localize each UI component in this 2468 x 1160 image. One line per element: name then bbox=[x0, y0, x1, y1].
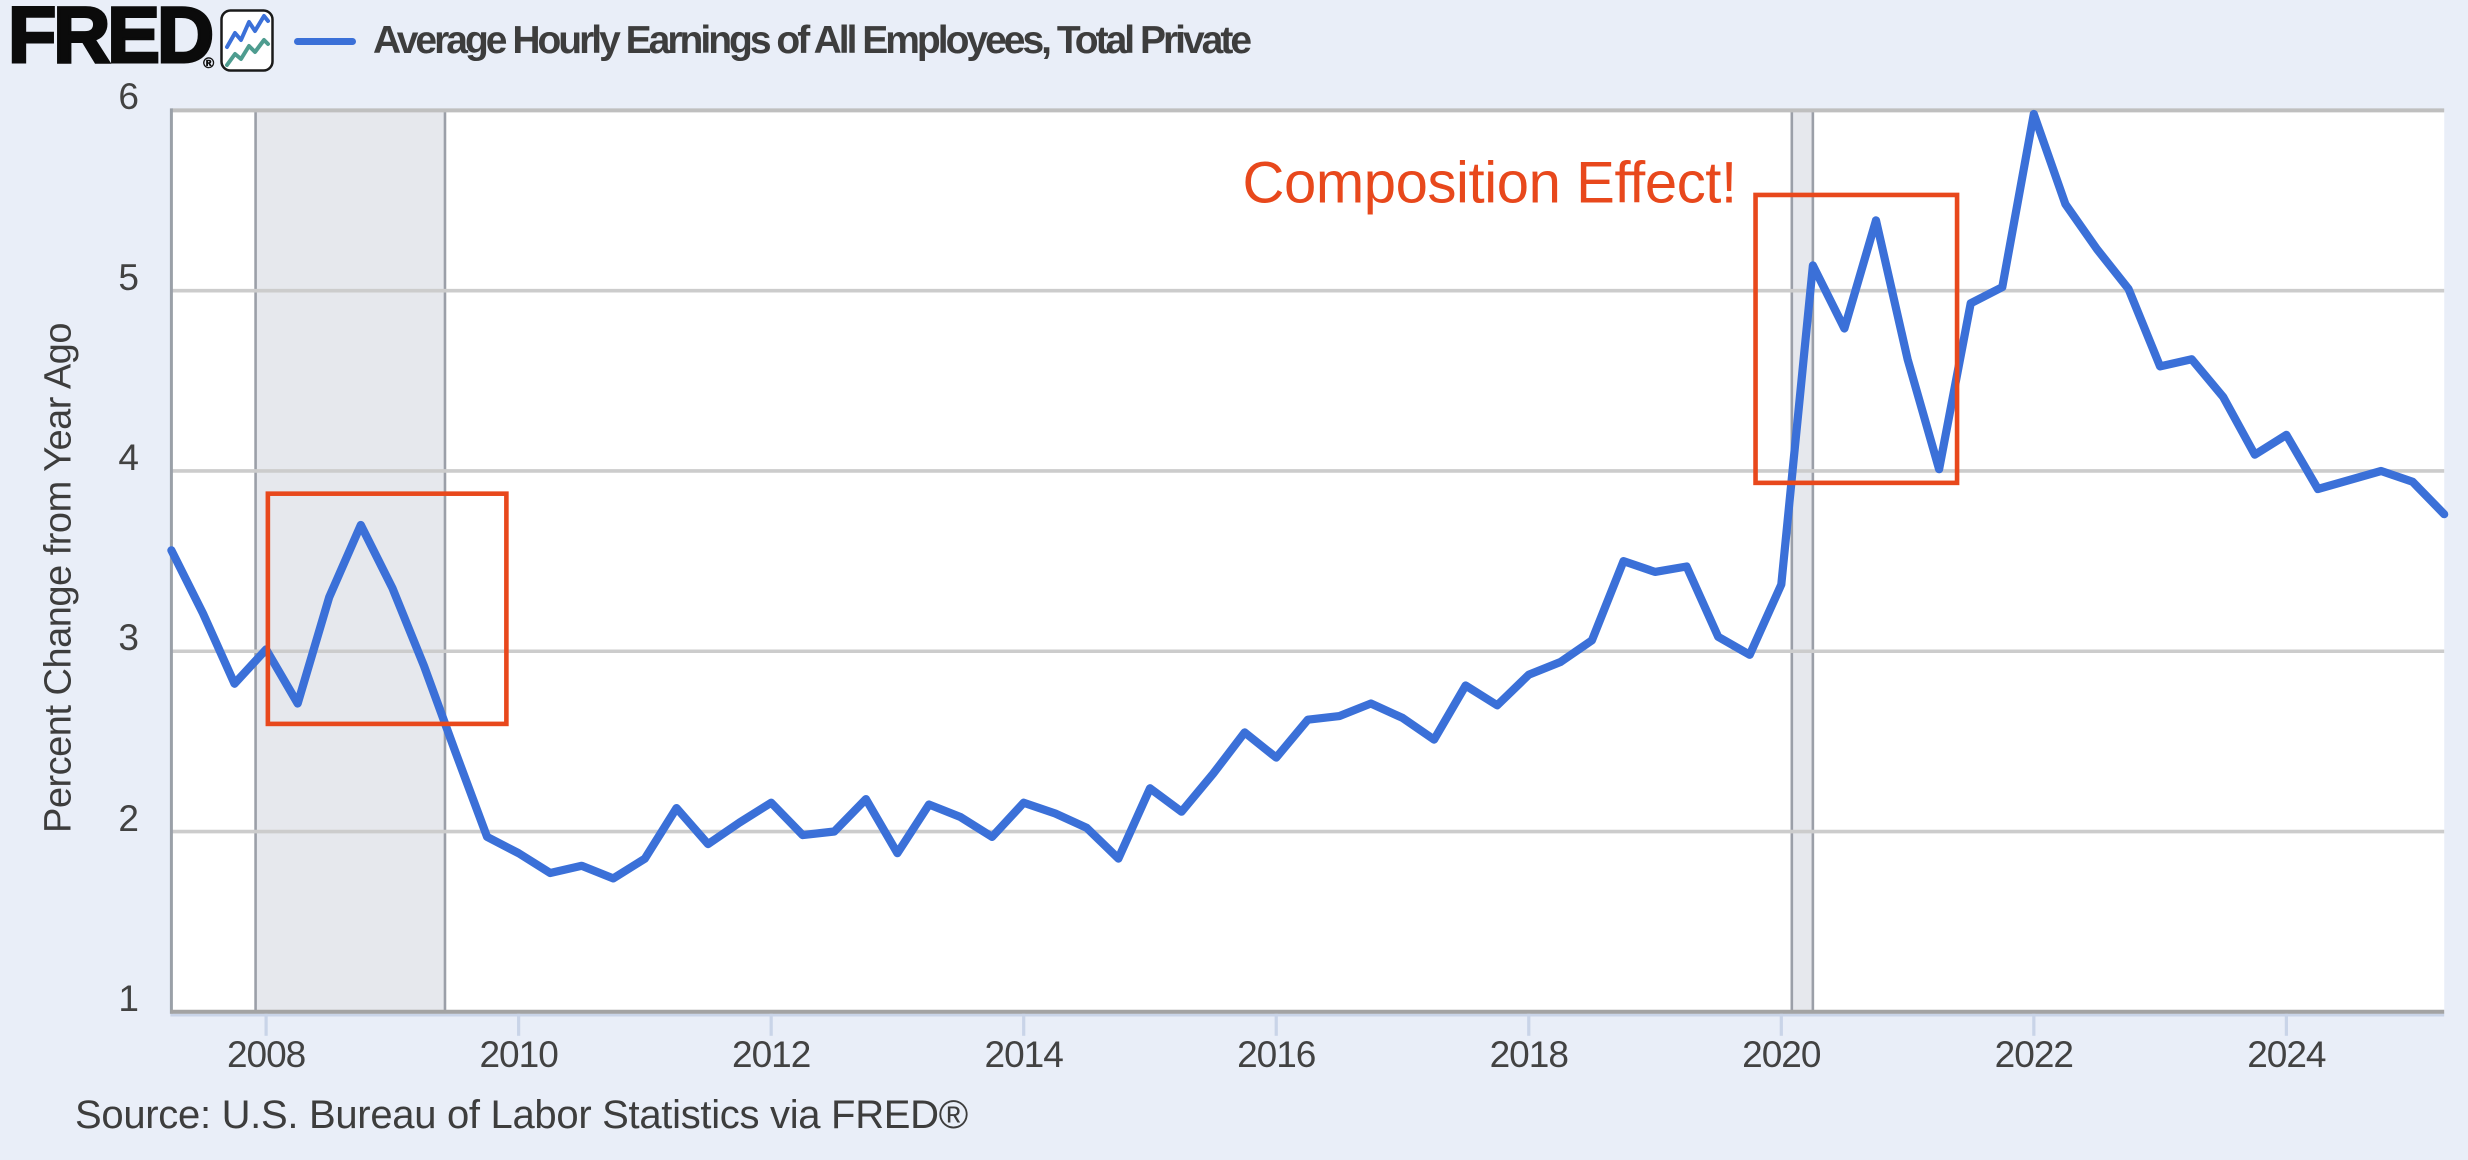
x-tick-label-2008: 2008 bbox=[226, 1033, 306, 1075]
x-tick-label-2024: 2024 bbox=[2247, 1033, 2326, 1075]
icon-sparkline-teal bbox=[225, 38, 270, 67]
x-tick-label-2020: 2020 bbox=[1742, 1033, 1821, 1075]
y-tick-label-6: 6 bbox=[118, 76, 139, 118]
annotation-composition-effect: Composition Effect! bbox=[1242, 150, 1737, 215]
fred-logo[interactable]: FRED® bbox=[6, 0, 215, 107]
y-tick-label-3: 3 bbox=[118, 617, 139, 659]
x-tick-label-2016: 2016 bbox=[1237, 1033, 1316, 1075]
legend-line-swatch bbox=[294, 37, 356, 45]
legend: Average Hourly Earnings of All Employees… bbox=[294, 0, 1252, 80]
y-tick-label-4: 4 bbox=[118, 436, 139, 478]
icon-sparkline-blue bbox=[225, 14, 270, 49]
fred-logo-text: FRED bbox=[6, 0, 215, 79]
x-tick-label-2022: 2022 bbox=[1994, 1033, 2074, 1075]
series-line[interactable] bbox=[167, 109, 2449, 883]
recession-band bbox=[255, 110, 445, 1012]
y-tick-label-1: 1 bbox=[118, 977, 139, 1019]
x-tick-label-2010: 2010 bbox=[479, 1033, 558, 1075]
y-tick-label-2: 2 bbox=[118, 797, 139, 839]
y-tick-label-5: 5 bbox=[118, 256, 139, 298]
registered-mark-icon: ® bbox=[203, 55, 215, 73]
plot-background bbox=[171, 110, 2445, 1012]
recession-band bbox=[1791, 110, 1813, 1012]
legend-label[interactable]: Average Hourly Earnings of All Employees… bbox=[373, 19, 1252, 62]
highlight-box bbox=[1753, 192, 1960, 486]
fred-logo-chart-icon bbox=[220, 9, 274, 72]
x-tick-label-2014: 2014 bbox=[984, 1033, 1064, 1075]
source-note[interactable]: Source: U.S. Bureau of Labor Statistics … bbox=[75, 1093, 968, 1137]
y-axis-title: Percent Change from Year Ago bbox=[37, 323, 80, 833]
highlight-box bbox=[265, 491, 509, 727]
x-tick-label-2012: 2012 bbox=[732, 1033, 811, 1075]
x-tick-label-2018: 2018 bbox=[1489, 1033, 1569, 1075]
